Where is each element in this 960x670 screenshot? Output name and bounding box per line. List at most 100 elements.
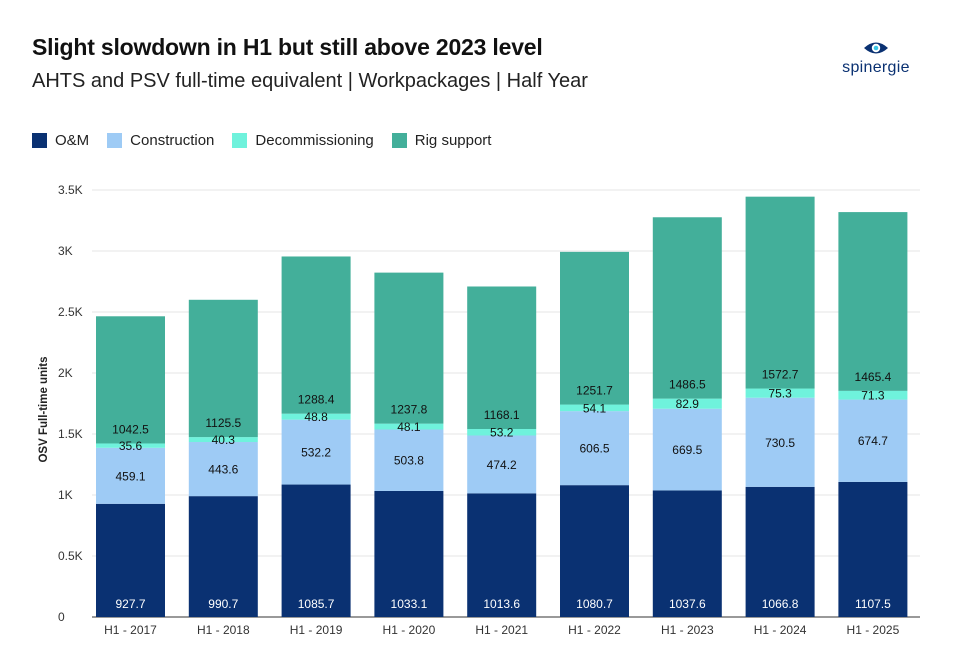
bar-segment-decommissioning [374, 423, 444, 430]
data-label: 1237.8 [391, 403, 428, 417]
data-label: 48.8 [304, 410, 328, 424]
legend-label: Rig support [414, 132, 492, 149]
bar-segment-om [652, 490, 722, 617]
bar-segment-rig-support [745, 196, 815, 389]
data-label: 75.3 [768, 387, 792, 401]
data-label: 1465.4 [855, 370, 892, 384]
bar-segment-om [838, 481, 908, 617]
bar-segment-decommissioning [838, 390, 908, 400]
bar-segment-om [745, 486, 815, 617]
spinergie-logo: spinergie [826, 38, 926, 82]
x-tick-label: H1 - 2019 [290, 623, 343, 637]
bar-segment-om [374, 490, 444, 617]
bar-segment-construction [652, 408, 722, 491]
y-tick-label: 2.5K [58, 305, 83, 319]
bar-segment-om [560, 485, 629, 617]
legend-swatch [391, 133, 407, 148]
y-tick-label: 1K [58, 488, 73, 502]
data-label: 82.9 [676, 397, 700, 411]
bar-segment-rig-support [281, 256, 351, 414]
bar-segment-construction [560, 411, 629, 486]
data-label: 71.3 [861, 389, 885, 403]
bar-segment-decommissioning [281, 413, 351, 420]
legend-item-decommissioning[interactable]: Decommissioning [232, 132, 374, 149]
y-tick-label: 3K [58, 244, 73, 258]
data-label: 48.1 [397, 420, 421, 434]
bar-segment-rig-support [96, 316, 165, 444]
data-label: 669.5 [672, 443, 702, 457]
data-label: 730.5 [765, 436, 795, 450]
x-tick-label: H1 - 2017 [104, 623, 157, 637]
bar-segment-decommissioning [96, 443, 165, 448]
data-label: 40.3 [212, 433, 236, 447]
bar-segment-construction [281, 419, 351, 485]
bar-segment-rig-support [838, 212, 908, 391]
bar-segment-construction [838, 399, 908, 482]
data-label: 53.2 [490, 426, 514, 440]
data-label: 674.7 [858, 434, 888, 448]
y-tick-label: 3.5K [58, 183, 83, 197]
legend-item-construction[interactable]: Construction [107, 132, 214, 149]
bar-segment-decommissioning [467, 428, 537, 436]
data-label: 1572.7 [762, 368, 799, 382]
bar-segment-decommissioning [745, 388, 815, 398]
data-label: 606.5 [579, 442, 609, 456]
data-label: 1288.4 [298, 393, 335, 407]
chart-subtitle: AHTS and PSV full-time equivalent | Work… [32, 70, 588, 92]
legend-label: Decommissioning [255, 132, 374, 149]
x-tick-label: H1 - 2020 [383, 623, 436, 637]
bar-segment-rig-support [652, 217, 722, 399]
data-label: 927.7 [115, 597, 145, 611]
data-label: 1033.1 [391, 597, 428, 611]
x-tick-label: H1 - 2023 [661, 623, 714, 637]
y-tick-label: 0 [58, 610, 65, 624]
data-label: 1251.7 [576, 384, 613, 398]
x-tick-label: H1 - 2025 [847, 623, 900, 637]
data-label: 1042.5 [112, 422, 149, 436]
data-label: 1080.7 [576, 597, 613, 611]
bar-segment-rig-support [467, 286, 537, 429]
logo-text: spinergie [842, 59, 910, 76]
data-label: 1085.7 [298, 597, 335, 611]
legend-label: Construction [130, 132, 215, 149]
bar-segment-rig-support [374, 272, 444, 424]
y-tick-label: 1.5K [58, 427, 83, 441]
bar-segment-om [467, 493, 537, 617]
bar-segment-rig-support [188, 299, 258, 438]
legend-swatch [107, 133, 123, 148]
bar-segment-construction [188, 442, 258, 497]
data-label: 35.6 [119, 439, 143, 453]
bar-segment-rig-support [560, 251, 629, 405]
data-label: 503.8 [394, 454, 424, 468]
chart-title: Slight slowdown in H1 but still above 20… [32, 34, 543, 60]
data-label: 54.1 [583, 401, 607, 415]
legend-swatch [232, 133, 248, 148]
logo-eye-icon [864, 42, 888, 54]
y-tick-label: 0.5K [58, 549, 83, 563]
data-label: 1066.8 [762, 597, 799, 611]
bar-segment-om [188, 496, 258, 617]
chart-legend: O&M Construction Decommissioning Rig suppor… [32, 132, 491, 149]
data-label: 474.2 [487, 458, 517, 472]
bar-segment-construction [374, 429, 444, 491]
bar-segment-decommissioning [188, 437, 258, 443]
y-tick-label: 2K [58, 366, 73, 380]
x-tick-label: H1 - 2018 [197, 623, 250, 637]
x-tick-label: H1 - 2022 [568, 623, 621, 637]
bar-segment-om [281, 484, 351, 617]
legend-item-rig-support[interactable]: Rig support [391, 132, 492, 149]
bar-segment-om [96, 503, 165, 617]
data-label: 1107.5 [855, 597, 891, 611]
bar-segment-decommissioning [560, 404, 629, 412]
bar-segment-decommissioning [652, 398, 722, 409]
legend-swatch [32, 133, 47, 148]
data-label: 443.6 [208, 463, 238, 477]
data-label: 1037.6 [669, 597, 706, 611]
data-label: 532.2 [301, 446, 331, 460]
legend-item-om[interactable]: O&M [32, 132, 89, 149]
data-label: 1013.6 [483, 597, 520, 611]
bar-segment-construction [745, 397, 815, 487]
data-label: 1486.5 [669, 378, 706, 392]
bar-segment-construction [96, 447, 165, 504]
